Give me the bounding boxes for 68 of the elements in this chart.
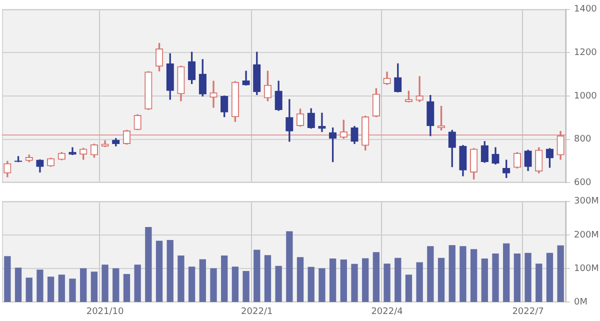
- bar: [123, 274, 130, 302]
- bar: [166, 240, 174, 302]
- bar: [90, 272, 98, 302]
- bar: [275, 266, 282, 302]
- bar: [134, 264, 141, 302]
- x-tick-label: 2021/10: [86, 306, 124, 317]
- bar: [427, 246, 434, 302]
- bar: [80, 268, 87, 302]
- bar: [286, 231, 293, 302]
- y-tick-label: 0M: [574, 298, 588, 308]
- bar: [58, 274, 65, 302]
- bar: [438, 258, 445, 302]
- bar: [264, 255, 272, 302]
- x-tick-label: 2022/4: [371, 306, 404, 317]
- bar: [470, 249, 478, 302]
- bar: [47, 276, 54, 302]
- bar: [416, 262, 423, 302]
- bar: [308, 266, 314, 302]
- bar: [340, 260, 347, 302]
- bar: [405, 274, 412, 302]
- bar: [514, 253, 521, 302]
- bar: [102, 264, 108, 302]
- bar: [69, 278, 76, 302]
- bar: [221, 256, 228, 302]
- bar: [14, 268, 22, 302]
- y-tick-label: 200M: [574, 230, 599, 240]
- bar: [329, 258, 336, 302]
- bar: [112, 268, 120, 302]
- candlestick: [416, 76, 424, 102]
- bar: [557, 245, 564, 302]
- bar: [448, 245, 456, 302]
- bar: [199, 259, 206, 302]
- bar: [372, 252, 380, 302]
- bar: [178, 256, 184, 302]
- bar: [296, 257, 304, 302]
- y-tick-label: 100M: [574, 264, 599, 274]
- bar: [156, 240, 163, 302]
- bar: [26, 278, 32, 302]
- y-tick-label: 800: [574, 134, 592, 145]
- bar: [145, 226, 152, 302]
- bar: [384, 264, 390, 302]
- bar: [351, 264, 358, 302]
- bar: [524, 252, 532, 302]
- bar: [210, 268, 217, 302]
- bar: [536, 264, 542, 302]
- y-tick-label: 1200: [574, 48, 598, 58]
- bar: [232, 266, 239, 302]
- y-tick-label: 600: [574, 178, 592, 188]
- bar: [546, 252, 554, 302]
- candlestick: [210, 80, 218, 108]
- candlestick: [318, 112, 326, 132]
- bar: [394, 258, 402, 302]
- bar: [318, 268, 326, 302]
- y-tick-label: 300M: [574, 196, 599, 207]
- bar: [188, 266, 196, 302]
- bar: [481, 258, 488, 302]
- y-tick-label: 1400: [574, 4, 598, 15]
- bar: [242, 270, 250, 302]
- x-tick-label: 2022/7: [512, 306, 544, 317]
- bar: [460, 246, 466, 302]
- bar: [492, 253, 499, 302]
- bar: [362, 258, 369, 302]
- bar: [36, 270, 44, 302]
- bar: [503, 243, 510, 302]
- x-tick-label: 2022/1: [241, 306, 273, 317]
- bar: [4, 256, 11, 302]
- y-tick-label: 1000: [574, 91, 598, 102]
- bar: [254, 250, 260, 302]
